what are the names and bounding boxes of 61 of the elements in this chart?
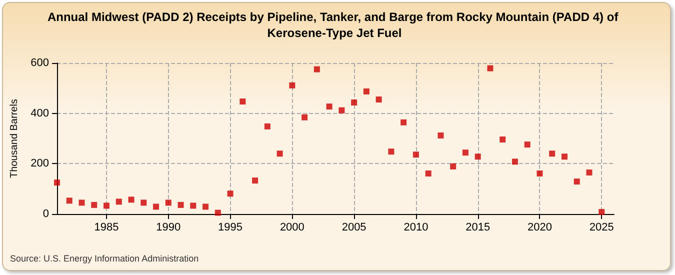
point (598, 208, 605, 215)
y-axis-title: Thousand Barrels (9, 99, 20, 178)
point (190, 202, 196, 209)
point (351, 100, 358, 106)
x-tick-label: 1995 (218, 222, 243, 234)
point (512, 158, 518, 165)
point (227, 190, 234, 197)
point (450, 163, 456, 170)
point (438, 132, 444, 138)
x-tick-label: 2025 (589, 222, 614, 234)
y-tick-label: 200 (30, 158, 49, 170)
x-tick-label: 2000 (280, 222, 304, 234)
x-tick-label: 1990 (156, 222, 181, 234)
point (153, 204, 160, 210)
point (586, 169, 592, 176)
y-tick-label: 0 (42, 208, 49, 220)
x-tick-label: 1985 (94, 222, 119, 234)
point (474, 154, 481, 160)
source-note: Source: U.S. Energy Information Administration (10, 254, 199, 264)
point (91, 202, 98, 208)
point (549, 150, 556, 157)
point (536, 170, 543, 176)
point (116, 198, 122, 205)
point (140, 200, 147, 206)
point (425, 170, 432, 176)
point (165, 200, 172, 206)
y-tick-label: 600 (30, 57, 49, 69)
y-tick-label: 400 (30, 107, 49, 120)
point (264, 123, 270, 130)
point (500, 136, 506, 143)
x-tick-label: 2015 (466, 222, 490, 234)
point (314, 66, 320, 72)
point (240, 98, 246, 105)
point (202, 204, 209, 210)
point (487, 65, 494, 72)
point (302, 114, 308, 120)
point (66, 198, 72, 204)
point (54, 180, 60, 186)
point (400, 119, 407, 126)
x-tick-label: 2020 (527, 222, 552, 234)
point (462, 150, 468, 156)
point (128, 196, 134, 203)
x-tick-label: 2005 (342, 222, 366, 234)
point (104, 202, 110, 209)
point (388, 148, 394, 155)
point (252, 178, 258, 184)
x-tick-label: 2010 (404, 222, 428, 234)
point (338, 107, 345, 114)
point (78, 200, 85, 206)
point (363, 88, 370, 94)
point (412, 152, 419, 158)
point (524, 142, 530, 148)
point (214, 210, 221, 216)
chart-title: Annual Midwest (PADD 2) Receipts by Pipeline, Tanker, and Barge from Rocky Mountain (PADD 4) of Kerosene-Type Jet Fuel (47, 10, 622, 40)
point (574, 178, 580, 185)
point (276, 150, 283, 157)
point (376, 96, 382, 102)
point (326, 104, 332, 110)
point (289, 82, 296, 88)
point (178, 202, 184, 208)
point (561, 154, 568, 160)
